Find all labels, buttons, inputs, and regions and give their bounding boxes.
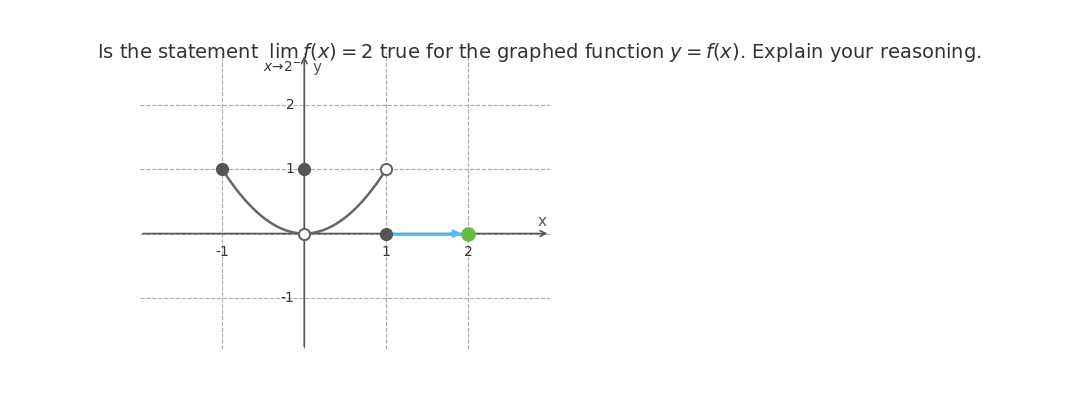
Text: x: x [537, 214, 546, 229]
Text: 1: 1 [286, 162, 295, 176]
Text: Is the statement $\lim_{x \to 2^-} f(x) = 2$ true for the graphed function $y = : Is the statement $\lim_{x \to 2^-} f(x) … [97, 41, 982, 74]
Text: 1: 1 [382, 245, 391, 259]
Text: 2: 2 [464, 245, 473, 259]
Text: -1: -1 [216, 245, 229, 259]
Text: 2: 2 [286, 98, 295, 112]
Text: -1: -1 [281, 291, 295, 305]
Text: y: y [313, 60, 322, 75]
